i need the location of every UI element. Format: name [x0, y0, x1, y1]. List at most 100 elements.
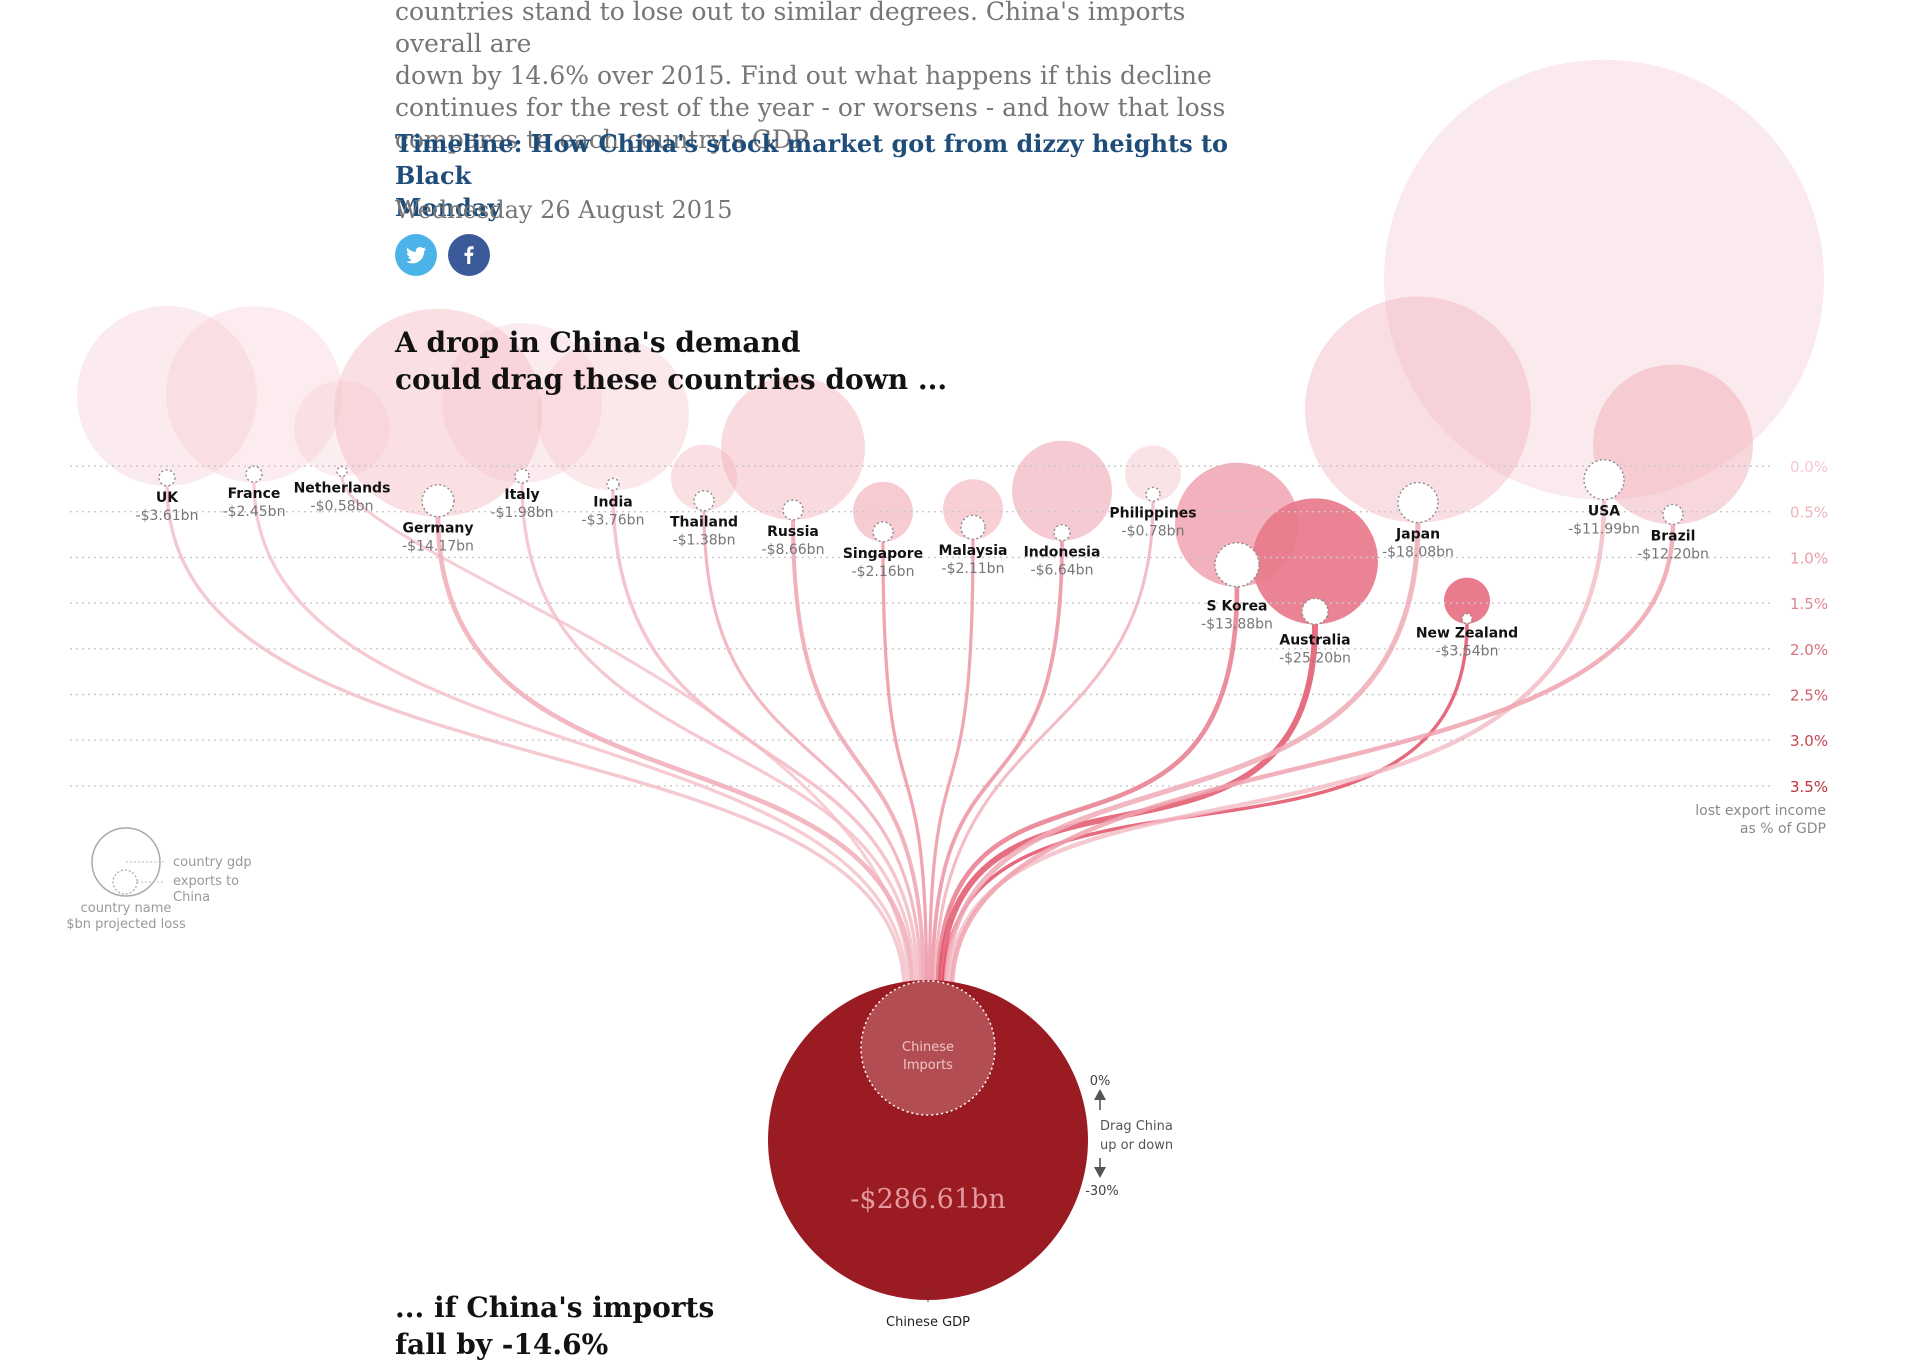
publication-date: Wednesday 26 August 2015 [395, 196, 733, 224]
country-loss-label: -$3.61bn [136, 508, 199, 524]
trade-link [881, 540, 929, 992]
headline-top-line: A drop in China's demand [395, 326, 801, 359]
headline-bottom-line: ... if China's imports [395, 1291, 715, 1324]
country-exports-circle[interactable] [421, 484, 455, 518]
country-loss-label: -$3.54bn [1436, 644, 1499, 660]
country-name-label: UK [156, 490, 179, 506]
country-gdp-bubble [1175, 462, 1299, 587]
country-loss-label: -$0.58bn [311, 498, 374, 514]
country-loss-label: -$13.88bn [1201, 617, 1273, 633]
country-exports-circle[interactable] [872, 521, 894, 543]
china-imports-label: Chinese [902, 1040, 954, 1055]
country-exports-circle[interactable] [1461, 612, 1473, 625]
country-gdp-bubble [166, 306, 342, 483]
country-gdp-bubble [77, 305, 257, 486]
twitter-share-button[interactable] [395, 234, 437, 276]
timeline-link-line: Timeline: How China's stock market got f… [395, 129, 1229, 190]
country-exports-circle[interactable] [1214, 542, 1260, 588]
country-exports-circle[interactable] [693, 490, 715, 512]
country-exports-circle[interactable] [1053, 524, 1071, 542]
country-exports-circle[interactable] [960, 514, 986, 540]
country-exports-circle[interactable] [336, 465, 348, 478]
country-name-label: Japan [1395, 527, 1440, 543]
country-loss-label: -$12.20bn [1637, 546, 1709, 562]
country-exports-circle[interactable] [158, 469, 176, 487]
headline-bottom-line: fall by -14.6% [395, 1328, 609, 1361]
country-loss-label: -$8.66bn [762, 542, 825, 558]
facebook-share-button[interactable] [448, 234, 490, 276]
scale-tick-label: 1.0% [1790, 549, 1828, 567]
scale-caption: as % of GDP [1740, 821, 1826, 837]
country-name-label: Indonesia [1024, 545, 1101, 561]
intro-line: countries stand to lose out to similar d… [395, 0, 1186, 58]
headline-top-line: could drag these countries down ... [395, 363, 948, 396]
drag-hint-label: Drag China [1100, 1119, 1173, 1134]
country-gdp-bubble [1593, 364, 1753, 525]
country-exports-circle[interactable] [1301, 597, 1329, 626]
country-loss-label: -$1.38bn [673, 533, 736, 549]
trade-link [930, 538, 1064, 992]
trade-link [520, 481, 917, 992]
trade-link [435, 514, 915, 993]
country-exports-circle[interactable] [514, 468, 530, 484]
timeline-link-line: Monday [395, 193, 502, 222]
trade-link [702, 509, 923, 992]
country-exports-circle[interactable] [782, 499, 804, 521]
scale-tick-label: 3.0% [1790, 732, 1828, 750]
arrow-down-icon [1094, 1167, 1106, 1178]
legend-gdp-label: country gdp [173, 855, 252, 870]
intro-line: compares to each country's GDP [395, 125, 809, 154]
country-name-label: S Korea [1206, 599, 1267, 615]
country-gdp-bubble [1444, 577, 1490, 624]
scale-tick-label: 1.5% [1790, 595, 1828, 613]
country-name-label: Russia [767, 524, 819, 540]
country-exports-circle[interactable] [606, 477, 620, 491]
country-gdp-bubble [671, 444, 737, 511]
intro-line: continues for the rest of the year - or … [395, 93, 1226, 122]
country-loss-label: -$1.98bn [491, 505, 554, 521]
drag-hint-label: up or down [1100, 1138, 1173, 1153]
country-gdp-bubble [943, 479, 1003, 540]
country-loss-label: -$18.08bn [1382, 545, 1454, 561]
timeline-link[interactable]: Timeline: How China's stock market got f… [395, 128, 1235, 224]
trade-link [165, 484, 906, 992]
trade-link [611, 488, 920, 992]
country-name-label: Malaysia [939, 543, 1008, 559]
country-exports-circle[interactable] [1397, 481, 1439, 524]
twitter-icon [405, 246, 427, 264]
drag-bottom-label: -30% [1085, 1184, 1119, 1199]
country-gdp-bubble [442, 323, 602, 484]
trade-link [943, 519, 1421, 993]
trade-link [941, 621, 1469, 992]
scale-tick-label: 0.0% [1790, 458, 1828, 476]
country-loss-label: -$3.76bn [582, 512, 645, 528]
trade-link [927, 537, 975, 992]
facebook-icon [464, 246, 474, 264]
trade-link [790, 517, 926, 993]
country-loss-label: -$2.16bn [852, 564, 915, 580]
country-name-label: India [593, 494, 632, 510]
country-gdp-bubble [1384, 59, 1824, 500]
legend-exports-label: exports to [173, 874, 239, 889]
country-exports-circle[interactable] [1145, 486, 1161, 503]
china-gdp-bubble[interactable] [768, 980, 1088, 1300]
country-name-label: Netherlands [294, 480, 391, 496]
country-name-label: Philippines [1109, 505, 1196, 521]
country-name-label: Brazil [1651, 528, 1696, 544]
legend-exports-label: China [173, 890, 210, 905]
country-name-label: New Zealand [1416, 626, 1518, 642]
country-exports-circle[interactable] [1583, 459, 1625, 501]
china-gdp-label: Chinese GDP [886, 1315, 970, 1330]
country-gdp-bubble [537, 338, 689, 491]
country-exports-circle[interactable] [245, 465, 263, 483]
country-loss-label: -$2.45bn [223, 504, 286, 520]
country-exports-circle[interactable] [1662, 503, 1684, 526]
trade-link [933, 499, 1155, 992]
country-name-label: Australia [1279, 632, 1350, 648]
country-loss-label: -$14.17bn [402, 539, 474, 555]
country-loss-label: -$0.78bn [1122, 523, 1185, 539]
country-loss-label: -$6.64bn [1031, 563, 1094, 579]
country-loss-label: -$11.99bn [1568, 522, 1640, 538]
country-gdp-bubble [1125, 445, 1181, 502]
